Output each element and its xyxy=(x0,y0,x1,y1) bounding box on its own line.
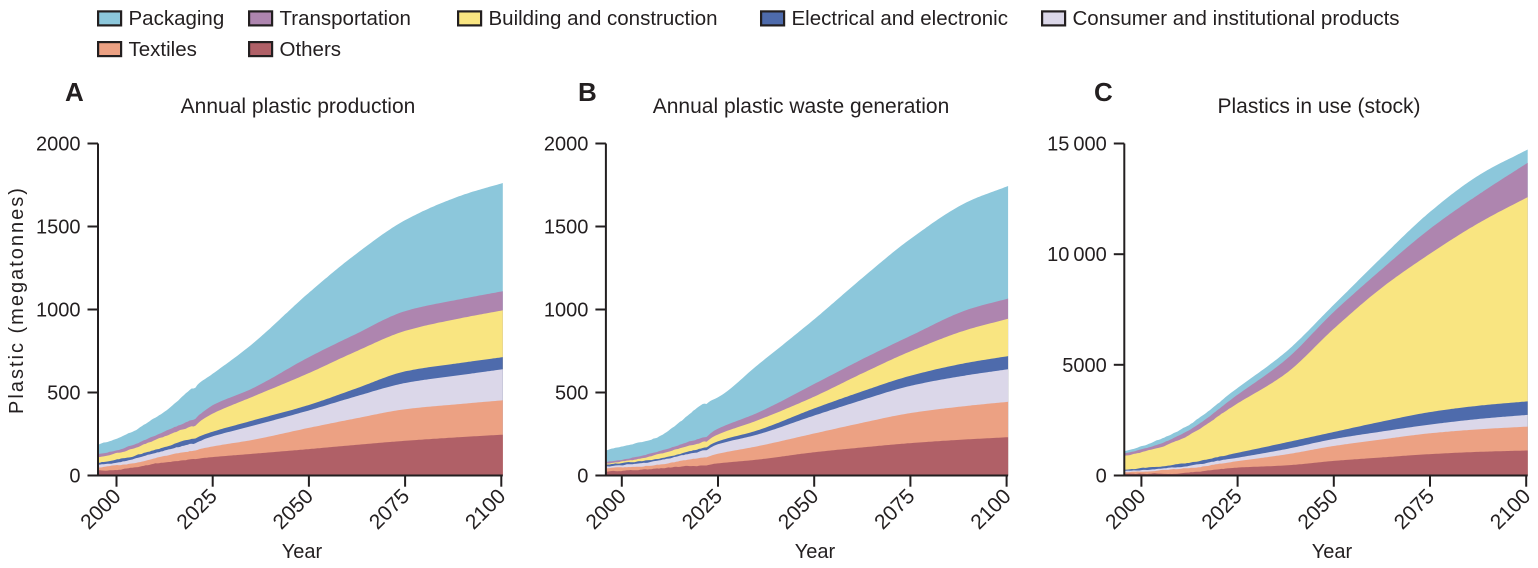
svg-text:2100: 2100 xyxy=(461,485,510,534)
svg-text:0: 0 xyxy=(577,466,588,488)
svg-text:Electrical and electronic: Electrical and electronic xyxy=(792,7,1009,30)
svg-text:2075: 2075 xyxy=(365,485,414,534)
svg-text:2100: 2100 xyxy=(1486,485,1535,534)
svg-text:Annual plastic production: Annual plastic production xyxy=(181,95,416,118)
svg-text:2075: 2075 xyxy=(870,485,919,534)
svg-text:2075: 2075 xyxy=(1390,485,1439,534)
svg-text:Textiles: Textiles xyxy=(129,38,197,61)
svg-text:2000: 2000 xyxy=(582,485,631,534)
svg-text:500: 500 xyxy=(555,383,588,405)
svg-text:10 000: 10 000 xyxy=(1047,244,1107,266)
svg-text:Packaging: Packaging xyxy=(129,7,225,30)
svg-text:Annual plastic waste generatio: Annual plastic waste generation xyxy=(653,95,950,118)
svg-text:2050: 2050 xyxy=(1294,485,1343,534)
svg-text:A: A xyxy=(65,77,84,107)
svg-text:2100: 2100 xyxy=(966,485,1015,534)
svg-text:1500: 1500 xyxy=(36,217,81,239)
svg-text:Transportation: Transportation xyxy=(280,7,411,30)
svg-text:0: 0 xyxy=(1096,466,1107,488)
svg-text:Others: Others xyxy=(280,38,342,61)
svg-text:2000: 2000 xyxy=(544,134,589,156)
svg-text:0: 0 xyxy=(69,466,80,488)
svg-text:1000: 1000 xyxy=(544,300,589,322)
svg-text:2050: 2050 xyxy=(774,485,823,534)
svg-text:500: 500 xyxy=(47,383,80,405)
svg-text:Year: Year xyxy=(282,541,323,563)
svg-text:2000: 2000 xyxy=(1101,485,1150,534)
svg-text:C: C xyxy=(1094,77,1113,107)
svg-text:2025: 2025 xyxy=(1197,485,1246,534)
svg-text:Consumer and institutional pro: Consumer and institutional products xyxy=(1073,7,1400,30)
svg-text:Plastics in use (stock): Plastics in use (stock) xyxy=(1217,95,1420,118)
svg-text:1500: 1500 xyxy=(544,217,589,239)
svg-text:2025: 2025 xyxy=(678,485,727,534)
svg-text:Plastic (megatonnes): Plastic (megatonnes) xyxy=(6,186,28,414)
svg-text:2000: 2000 xyxy=(36,134,81,156)
svg-text:2050: 2050 xyxy=(269,485,318,534)
svg-text:Year: Year xyxy=(795,541,836,563)
svg-text:1000: 1000 xyxy=(36,300,81,322)
svg-text:Building and construction: Building and construction xyxy=(489,7,718,30)
svg-text:B: B xyxy=(578,77,597,107)
svg-text:2000: 2000 xyxy=(76,485,125,534)
svg-text:5000: 5000 xyxy=(1062,355,1107,377)
svg-text:15 000: 15 000 xyxy=(1047,134,1107,156)
svg-text:2025: 2025 xyxy=(172,485,221,534)
svg-text:Year: Year xyxy=(1312,541,1353,563)
